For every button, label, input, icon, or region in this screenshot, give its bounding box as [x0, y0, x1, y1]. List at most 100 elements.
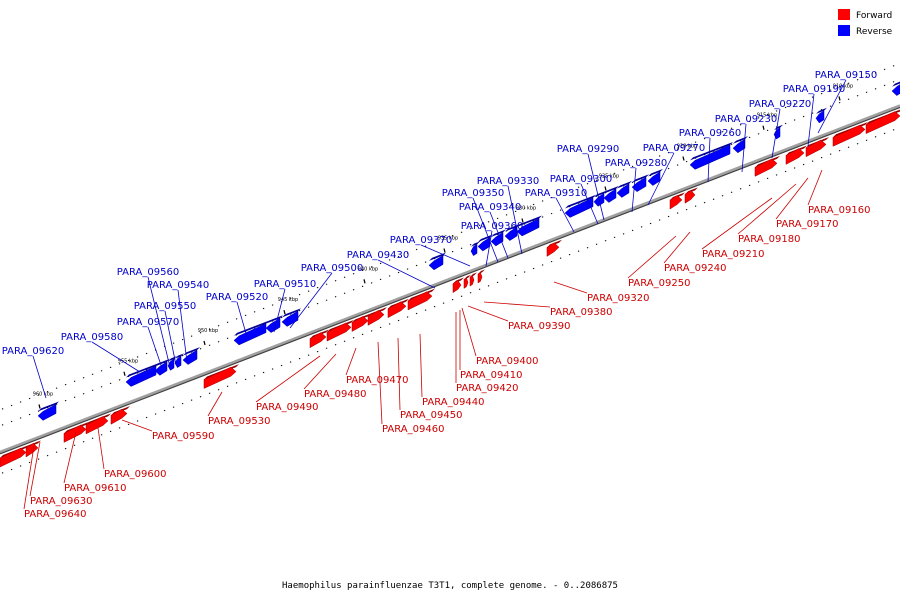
forward-gene[interactable]: [477, 269, 485, 284]
gene-label[interactable]: PARA_09520: [206, 292, 268, 303]
gene-label[interactable]: PARA_09240: [664, 263, 726, 274]
reverse-gene[interactable]: [125, 362, 159, 387]
gene-label[interactable]: PARA_09250: [628, 278, 690, 289]
reverse-gene[interactable]: [891, 79, 900, 96]
gene-label[interactable]: PARA_09340: [459, 202, 521, 213]
leader-line: [485, 230, 493, 267]
gene-label[interactable]: PARA_09370: [390, 235, 452, 246]
gene-label[interactable]: PARA_09150: [815, 70, 877, 81]
forward-gene[interactable]: [546, 239, 562, 257]
gene-label[interactable]: PARA_09260: [679, 128, 741, 139]
forward-gene[interactable]: [684, 187, 698, 204]
gene-label[interactable]: PARA_09480: [304, 389, 366, 400]
gene-label[interactable]: PARA_09640: [24, 509, 86, 520]
scale-dot-upper: [316, 286, 319, 289]
gene-label[interactable]: PARA_09440: [422, 397, 484, 408]
scale-dot-lower: [244, 378, 247, 381]
gene-label[interactable]: PARA_09380: [550, 307, 612, 318]
gene-label[interactable]: PARA_09540: [147, 280, 209, 291]
forward-gene[interactable]: [805, 136, 829, 158]
scale-dot-upper: [226, 321, 229, 324]
reverse-gene[interactable]: [37, 401, 59, 421]
forward-gene[interactable]: [203, 364, 239, 389]
reverse-gene[interactable]: [428, 252, 446, 271]
reverse-gene[interactable]: [631, 174, 649, 192]
reverse-gene[interactable]: [689, 141, 733, 170]
gene-label[interactable]: PARA_09570: [117, 317, 179, 328]
forward-gene[interactable]: [326, 319, 354, 342]
gene-label[interactable]: PARA_09460: [382, 424, 444, 435]
leader-line: [397, 337, 401, 411]
forward-gene[interactable]: [309, 329, 329, 349]
gene-label[interactable]: PARA_09290: [557, 144, 619, 155]
reverse-gene[interactable]: [815, 107, 827, 124]
gene-label[interactable]: PARA_09300: [550, 174, 612, 185]
forward-gene[interactable]: [407, 288, 435, 311]
forward-gene[interactable]: [452, 277, 464, 294]
gene-label[interactable]: PARA_09600: [104, 469, 166, 480]
reverse-gene[interactable]: [732, 136, 748, 154]
gene-label[interactable]: PARA_09170: [776, 219, 838, 230]
reverse-gene[interactable]: [603, 185, 619, 203]
gene-label[interactable]: PARA_09230: [715, 114, 777, 125]
forward-gene[interactable]: [669, 192, 685, 210]
gene-label[interactable]: PARA_09420: [456, 383, 518, 394]
gene-label[interactable]: PARA_09390: [508, 321, 570, 332]
gene-label[interactable]: PARA_09620: [2, 346, 64, 357]
reverse-gene[interactable]: [647, 168, 663, 186]
forward-gene[interactable]: [351, 313, 371, 332]
forward-gene[interactable]: [63, 421, 89, 443]
gene-label[interactable]: PARA_09410: [460, 370, 522, 381]
forward-gene[interactable]: [832, 121, 868, 147]
gene-label[interactable]: PARA_09510: [254, 279, 316, 290]
gene-label[interactable]: PARA_09400: [476, 356, 538, 367]
forward-gene[interactable]: [0, 444, 29, 468]
gene-label[interactable]: PARA_09280: [605, 158, 667, 169]
gene-label[interactable]: PARA_09220: [749, 99, 811, 110]
reverse-gene[interactable]: [470, 241, 480, 257]
reverse-gene[interactable]: [564, 194, 596, 218]
leader-line: [97, 427, 105, 470]
gene-label[interactable]: PARA_09160: [808, 205, 870, 216]
gene-label[interactable]: PARA_09450: [400, 410, 462, 421]
gene-label[interactable]: PARA_09430: [347, 250, 409, 261]
gene-label[interactable]: PARA_09560: [117, 267, 179, 278]
gene-label[interactable]: PARA_09320: [587, 293, 649, 304]
reverse-gene[interactable]: [281, 308, 301, 327]
forward-gene[interactable]: [469, 272, 477, 287]
forward-gene[interactable]: [25, 440, 41, 458]
forward-gene[interactable]: [367, 307, 387, 326]
forward-gene[interactable]: [754, 155, 780, 177]
gene-label[interactable]: PARA_09470: [346, 375, 408, 386]
gene-label[interactable]: PARA_09610: [64, 483, 126, 494]
reverse-gene[interactable]: [616, 180, 632, 198]
scale-dot-upper: [235, 318, 238, 320]
gene-label[interactable]: PARA_09500: [301, 263, 363, 274]
forward-gene[interactable]: [785, 145, 807, 165]
gene-label[interactable]: PARA_09590: [152, 431, 214, 442]
forward-gene[interactable]: [110, 406, 130, 425]
gene-label[interactable]: PARA_09330: [477, 176, 539, 187]
gene-label[interactable]: PARA_09490: [256, 402, 318, 413]
gene-label[interactable]: PARA_09210: [702, 249, 764, 260]
scale-dot-upper: [10, 420, 13, 423]
reverse-gene[interactable]: [154, 358, 170, 376]
gene-label[interactable]: PARA_09550: [134, 301, 196, 312]
gene-label[interactable]: PARA_09190: [783, 84, 845, 95]
gene-label[interactable]: PARA_09580: [61, 332, 123, 343]
gene-label[interactable]: PARA_09360: [461, 221, 523, 232]
major-tick: [838, 96, 841, 101]
forward-gene[interactable]: [463, 274, 471, 289]
forward-gene[interactable]: [865, 109, 900, 134]
gene-label[interactable]: PARA_09180: [738, 234, 800, 245]
reverse-gene[interactable]: [516, 215, 542, 237]
forward-gene[interactable]: [387, 298, 409, 319]
gene-label[interactable]: PARA_09310: [525, 188, 587, 199]
scale-dot-lower: [766, 177, 769, 180]
gene-label[interactable]: PARA_09350: [442, 188, 504, 199]
gene-label[interactable]: PARA_09630: [30, 496, 92, 507]
gene-label[interactable]: PARA_09530: [208, 416, 270, 427]
gene-label[interactable]: PARA_09270: [643, 143, 705, 154]
forward-gene[interactable]: [85, 413, 111, 435]
reverse-gene[interactable]: [233, 320, 269, 346]
